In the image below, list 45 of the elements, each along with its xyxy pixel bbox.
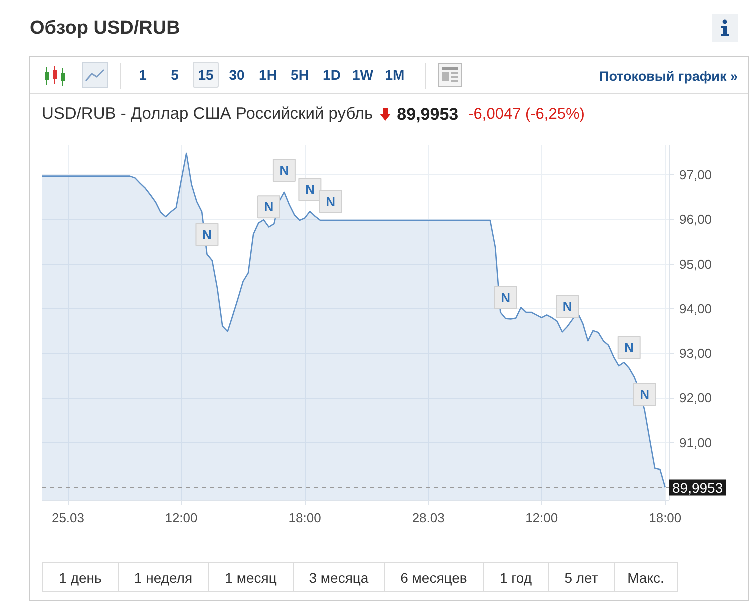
data-label: N <box>202 227 212 242</box>
x-tick-label: 25.03 <box>52 510 85 526</box>
y-tick-label: 97,00 <box>680 167 712 182</box>
text: Потоковый график » <box>599 68 738 86</box>
text: 1 год <box>483 562 549 592</box>
data-label: N <box>264 200 274 215</box>
chart-subtitle: USD/RUB - Доллар США Российский рубль <box>42 104 374 126</box>
text: 5 <box>171 67 179 83</box>
text: 5 лет <box>548 562 615 592</box>
y-tick-label: 95,00 <box>680 256 712 272</box>
y-tick-label: 92,00 <box>680 390 712 406</box>
y-tick-label: 96,00 <box>680 212 712 228</box>
text: 1 неделя <box>118 562 209 592</box>
text: 15 <box>198 67 214 83</box>
x-tick-label: 28.03 <box>412 510 445 526</box>
data-label: N <box>501 290 510 306</box>
chart-title: Обзор USD/RUB <box>30 17 180 41</box>
data-label: N <box>280 163 290 178</box>
y-tick-label: 94,00 <box>680 301 712 316</box>
text: 89,9953 <box>397 104 459 126</box>
x-tick-label: 18:00 <box>649 510 682 526</box>
text: 1D <box>323 67 341 83</box>
text: 6 месяцев <box>384 562 484 592</box>
y-tick-label: 91,00 <box>680 435 712 450</box>
text: 1 <box>139 67 147 83</box>
text: -6,0047 (-6,25%) <box>468 105 585 126</box>
x-tick-label: 18:00 <box>288 510 322 526</box>
y-tick-label: 93,00 <box>680 346 712 362</box>
ref-line-label: 89,9953 <box>672 480 724 496</box>
data-label: N <box>640 387 650 402</box>
text: 3 месяца <box>293 562 385 592</box>
text: 1 день <box>42 562 119 592</box>
text: 1 месяц <box>208 562 294 592</box>
text: 1W <box>352 67 374 83</box>
text: 1M <box>385 67 405 83</box>
x-tick-label: 12:00 <box>526 510 558 526</box>
text: Макс. <box>614 562 678 592</box>
data-label: N <box>305 182 315 198</box>
x-tick-label: 12:00 <box>165 510 198 526</box>
text: 30 <box>229 67 245 83</box>
data-label: N <box>624 340 634 356</box>
data-label: N <box>562 299 572 314</box>
text: 5H <box>291 67 309 83</box>
data-label: N <box>326 194 336 210</box>
text: 1H <box>259 67 277 83</box>
